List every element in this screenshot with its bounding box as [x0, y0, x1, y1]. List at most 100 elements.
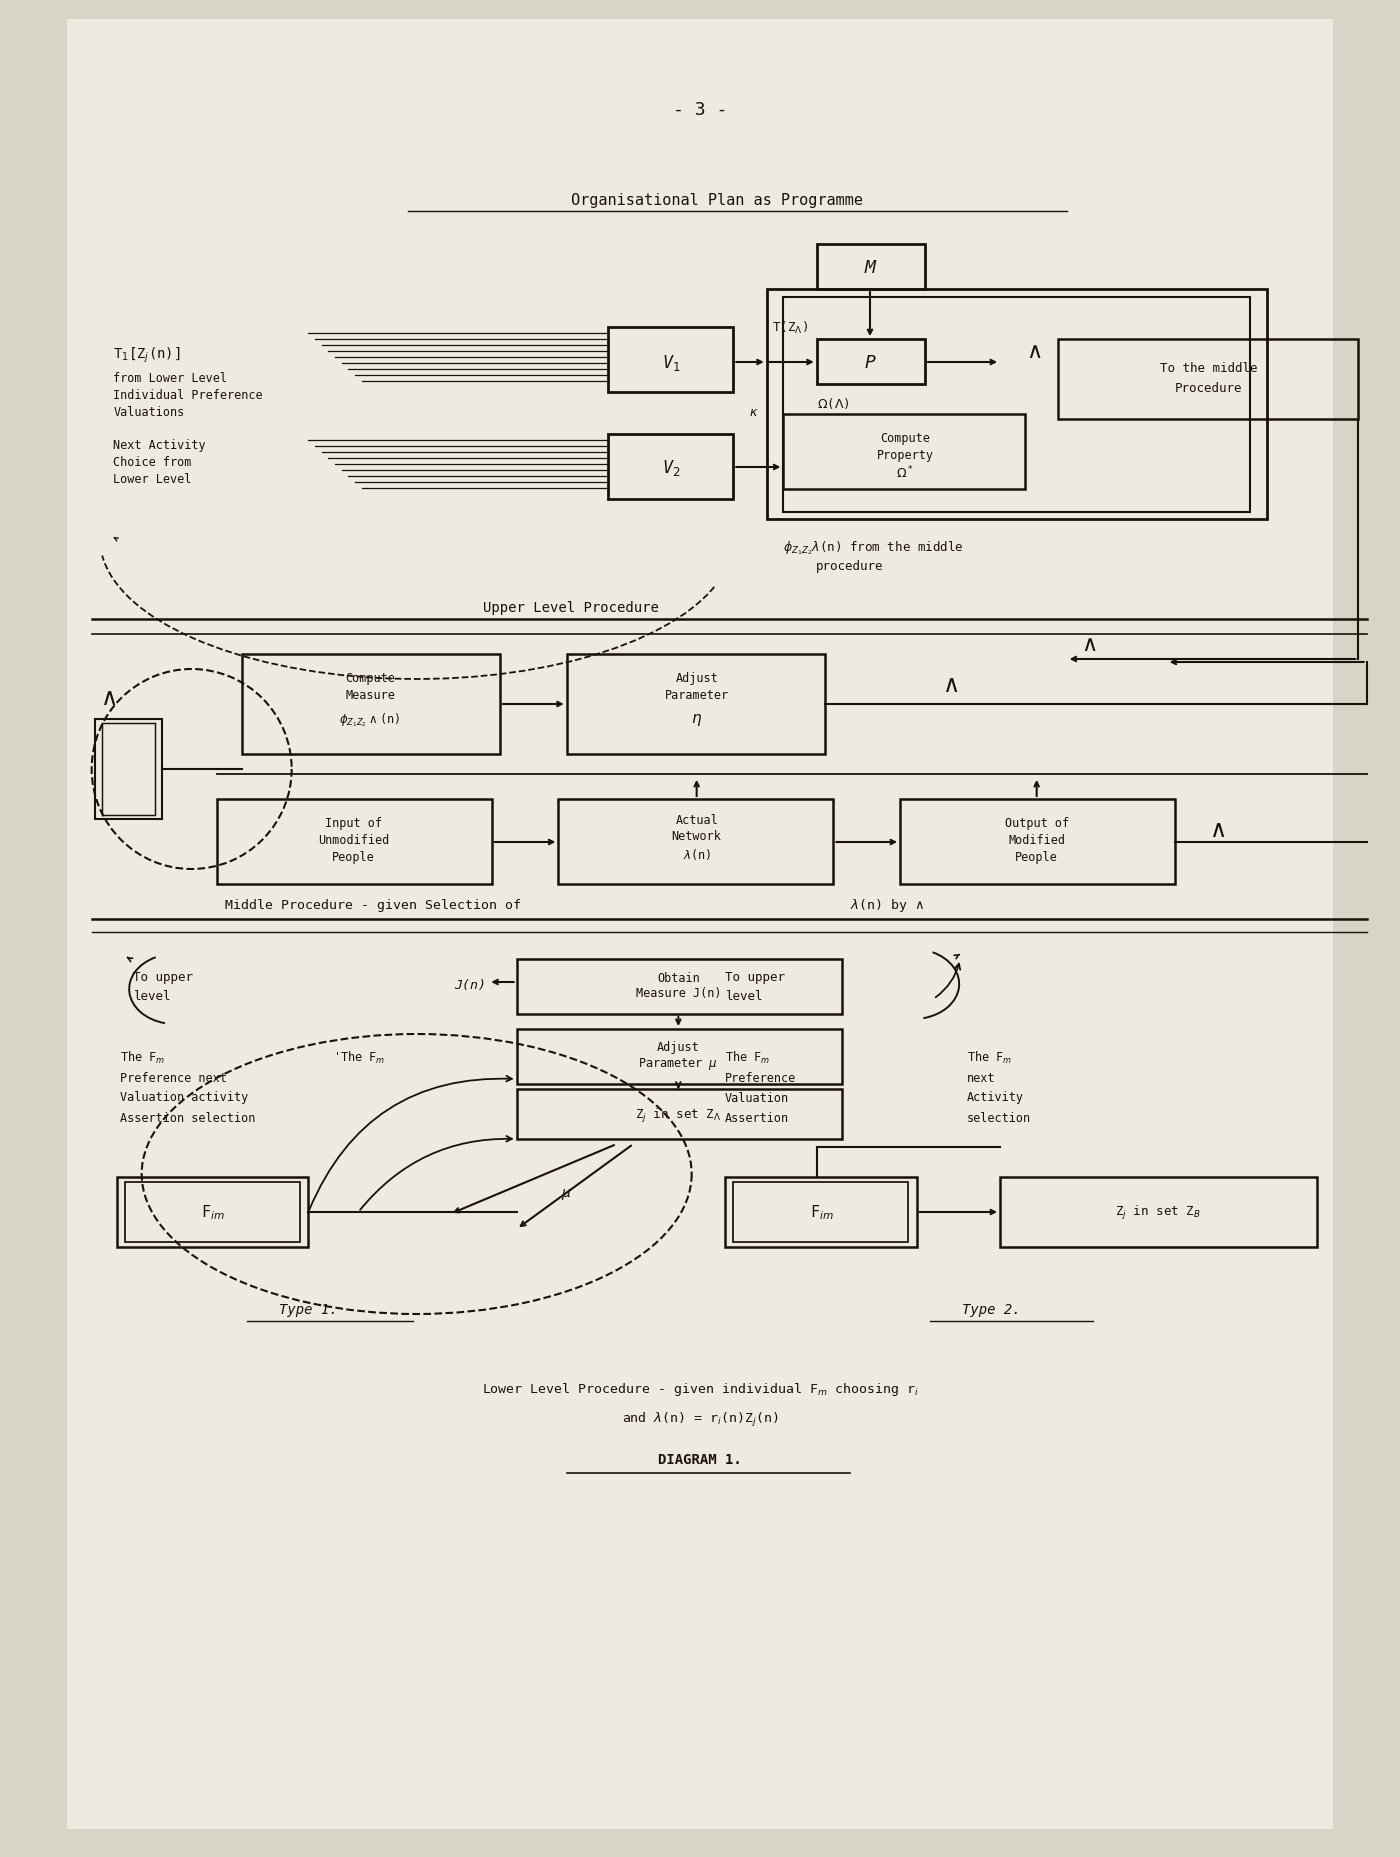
- Text: $\mu$: $\mu$: [561, 1187, 571, 1201]
- Text: T$_1$[Z$_j$(n)]: T$_1$[Z$_j$(n)]: [113, 345, 181, 364]
- Text: $\wedge$: $\wedge$: [1081, 635, 1096, 656]
- Bar: [517, 1029, 841, 1084]
- Text: Modified: Modified: [1008, 834, 1065, 847]
- Text: The F$_m$: The F$_m$: [120, 1049, 165, 1066]
- Bar: [116, 1177, 308, 1248]
- Text: - 3 -: - 3 -: [673, 100, 727, 119]
- Text: Upper Level Procedure: Upper Level Procedure: [483, 600, 659, 615]
- Text: To upper: To upper: [725, 971, 785, 984]
- Text: Choice from: Choice from: [113, 455, 192, 468]
- Bar: [725, 1177, 917, 1248]
- Text: Lower Level: Lower Level: [113, 472, 192, 485]
- Text: Measure J(n): Measure J(n): [636, 986, 721, 999]
- Text: DIAGRAM 1.: DIAGRAM 1.: [658, 1452, 742, 1467]
- Bar: [609, 435, 734, 500]
- Text: Organisational Plan as Programme: Organisational Plan as Programme: [571, 193, 862, 208]
- Text: Input of: Input of: [325, 817, 382, 830]
- Text: M: M: [865, 258, 875, 277]
- Text: level: level: [133, 990, 171, 1003]
- Bar: [609, 329, 734, 394]
- Text: Compute: Compute: [881, 431, 930, 444]
- Text: Z$_j$ in set Z$_\Lambda$: Z$_j$ in set Z$_\Lambda$: [636, 1107, 721, 1123]
- Text: To the middle: To the middle: [1159, 362, 1257, 375]
- Text: Activity: Activity: [966, 1090, 1023, 1103]
- Bar: [734, 1183, 909, 1242]
- Bar: [517, 1090, 841, 1140]
- Text: $\phi_{Z_1Z_2}\lambda$(n) from the middle: $\phi_{Z_1Z_2}\lambda$(n) from the middl…: [784, 539, 963, 557]
- Text: Individual Preference: Individual Preference: [113, 388, 263, 401]
- Text: Adjust: Adjust: [675, 670, 718, 683]
- Text: The F$_m$: The F$_m$: [966, 1049, 1012, 1066]
- Bar: [816, 245, 925, 290]
- Text: $\wedge$: $\wedge$: [101, 685, 116, 709]
- Text: Next Activity: Next Activity: [113, 438, 206, 451]
- Text: Valuation: Valuation: [725, 1090, 790, 1103]
- Bar: [559, 800, 833, 884]
- Bar: [567, 656, 825, 754]
- Text: $\wedge$: $\wedge$: [942, 672, 958, 696]
- Text: next: next: [966, 1071, 995, 1084]
- Bar: [784, 297, 1250, 513]
- Text: Parameter: Parameter: [665, 689, 729, 702]
- Text: $\phi_{Z_1Z_2}\wedge$(n): $\phi_{Z_1Z_2}\wedge$(n): [339, 711, 400, 728]
- Text: Measure: Measure: [344, 689, 395, 702]
- Text: Assertion selection: Assertion selection: [120, 1110, 255, 1123]
- Text: J(n): J(n): [454, 979, 486, 992]
- Text: Valuations: Valuations: [113, 405, 185, 418]
- Text: level: level: [725, 990, 763, 1003]
- Text: Preference: Preference: [725, 1071, 797, 1084]
- Text: from Lower Level: from Lower Level: [113, 371, 227, 384]
- Text: Middle Procedure - given Selection of: Middle Procedure - given Selection of: [225, 899, 529, 912]
- Text: V$_2$: V$_2$: [662, 459, 680, 477]
- Text: Network: Network: [672, 830, 721, 843]
- Text: $\lambda$(n): $\lambda$(n): [683, 847, 711, 862]
- Text: Obtain: Obtain: [657, 971, 700, 984]
- Text: To upper: To upper: [133, 971, 193, 984]
- Bar: [95, 721, 161, 819]
- Bar: [517, 960, 841, 1014]
- Bar: [102, 724, 155, 815]
- Text: Valuation activity: Valuation activity: [120, 1090, 248, 1103]
- Text: $\wedge$: $\wedge$: [1208, 817, 1225, 841]
- Text: $\lambda$(n) by $\wedge$: $\lambda$(n) by $\wedge$: [850, 897, 924, 914]
- Bar: [125, 1183, 300, 1242]
- Bar: [242, 656, 500, 754]
- Text: The F$_m$: The F$_m$: [725, 1049, 770, 1066]
- Text: T(Z$_\Lambda$): T(Z$_\Lambda$): [771, 319, 808, 336]
- Text: $\Omega$($\Lambda$): $\Omega$($\Lambda$): [818, 396, 850, 410]
- Text: Actual: Actual: [675, 813, 718, 826]
- Text: Z$_j$ in set Z$_B$: Z$_j$ in set Z$_B$: [1116, 1203, 1201, 1222]
- Bar: [217, 800, 491, 884]
- Text: Output of: Output of: [1005, 817, 1068, 830]
- Bar: [1000, 1177, 1316, 1248]
- Text: Parameter $\mu$: Parameter $\mu$: [638, 1055, 718, 1071]
- Bar: [900, 800, 1175, 884]
- Text: $\kappa$: $\kappa$: [749, 405, 757, 418]
- Text: F$_{im}$: F$_{im}$: [809, 1203, 833, 1222]
- Bar: [784, 414, 1025, 490]
- Text: Type 2.: Type 2.: [962, 1302, 1021, 1317]
- Text: V$_1$: V$_1$: [662, 353, 680, 373]
- Text: $\eta$: $\eta$: [692, 711, 703, 728]
- Bar: [1058, 340, 1358, 420]
- Text: Property: Property: [876, 448, 934, 461]
- Text: selection: selection: [966, 1110, 1030, 1123]
- Text: Adjust: Adjust: [657, 1042, 700, 1055]
- Text: Unmodified: Unmodified: [318, 834, 389, 847]
- Bar: [816, 340, 925, 384]
- Text: Lower Level Procedure - given individual F$_m$ choosing r$_i$: Lower Level Procedure - given individual…: [482, 1382, 918, 1398]
- Text: Preference next: Preference next: [120, 1071, 227, 1084]
- Text: Assertion: Assertion: [725, 1110, 790, 1123]
- Text: People: People: [332, 851, 375, 864]
- Text: $\Omega^*$: $\Omega^*$: [896, 464, 914, 481]
- Text: Type 1.: Type 1.: [279, 1302, 337, 1317]
- Text: People: People: [1015, 851, 1058, 864]
- Text: and $\lambda$(n) = r$_i$(n)Z$_j$(n): and $\lambda$(n) = r$_i$(n)Z$_j$(n): [622, 1409, 778, 1428]
- Text: $\wedge$: $\wedge$: [1026, 342, 1042, 362]
- Text: Procedure: Procedure: [1175, 381, 1242, 394]
- Text: P: P: [865, 355, 875, 371]
- Bar: [767, 290, 1267, 520]
- Text: F$_{im}$: F$_{im}$: [202, 1203, 225, 1222]
- Text: Compute: Compute: [344, 670, 395, 683]
- Text: 'The F$_m$: 'The F$_m$: [333, 1049, 385, 1066]
